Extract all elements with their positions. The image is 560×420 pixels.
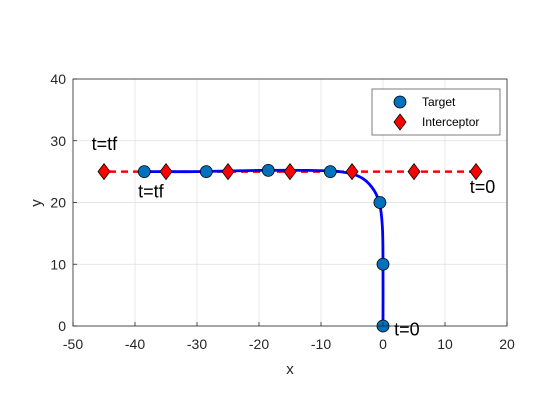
target-point (373, 196, 387, 209)
legend: Target Interceptor (371, 88, 501, 136)
time-annotation: t=0 (394, 319, 420, 339)
legend-box (371, 88, 501, 136)
annotations: t=0 t=0 t=tf t=tf (92, 134, 496, 339)
x-tick-label: -10 (311, 336, 331, 352)
interceptor-point (221, 162, 235, 181)
y-axis-title: y (28, 199, 45, 207)
time-annotation: t=tf (92, 134, 119, 154)
y-tick-label: 40 (50, 71, 66, 87)
target-point (199, 165, 213, 179)
time-annotation: t=0 (470, 177, 496, 197)
legend-label: Target (422, 95, 456, 109)
legend-marker-interceptor (393, 113, 407, 131)
interceptor-point (159, 162, 173, 181)
interceptor-point (97, 162, 111, 181)
x-tick-label: -40 (125, 336, 145, 352)
target-point (261, 163, 275, 177)
x-tick-label: -30 (187, 336, 207, 352)
x-axis-title: x (286, 361, 294, 378)
time-annotation: t=tf (138, 182, 165, 202)
ticks: -50 -40 -30 -20 -10 0 10 20 0 10 20 30 40 (50, 71, 515, 352)
x-tick-label: 0 (379, 336, 387, 352)
x-tick-label: 20 (499, 336, 515, 352)
x-tick-label: 10 (437, 336, 453, 352)
interceptor-point (469, 162, 483, 181)
y-tick-label: 0 (58, 318, 66, 334)
y-tick-label: 10 (50, 256, 66, 272)
interceptor-point (283, 162, 297, 181)
y-tick-label: 30 (50, 133, 66, 149)
interceptor-point (345, 162, 359, 181)
interceptor-point (407, 162, 421, 181)
target-point (323, 165, 337, 179)
target-point (376, 257, 390, 271)
y-tick-label: 20 (50, 195, 66, 211)
legend-label: Interceptor (422, 115, 479, 129)
x-tick-label: -50 (63, 336, 83, 352)
target-path-line (144, 168, 385, 327)
legend-marker-target (393, 95, 407, 109)
x-tick-label: -20 (249, 336, 269, 352)
target-point (137, 165, 151, 179)
markers (97, 162, 483, 333)
